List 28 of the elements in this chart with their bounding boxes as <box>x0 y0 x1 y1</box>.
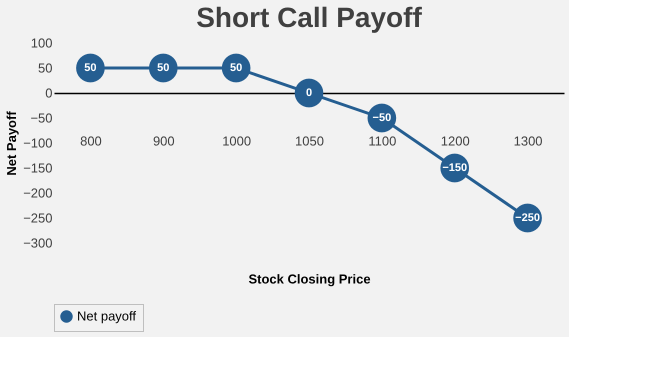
x-tick-label: 1000 <box>222 134 252 148</box>
y-tick-label: 50 <box>38 60 52 76</box>
y-tick-label: 0 <box>45 86 52 100</box>
x-tick-label: 900 <box>152 134 175 148</box>
chart-title: Short Call Payoff <box>196 2 422 33</box>
data-label: 50 <box>230 62 242 74</box>
y-tick-label: 100 <box>30 36 52 50</box>
y-tick-label: −300 <box>23 236 52 250</box>
x-tick-label: 1050 <box>295 134 324 148</box>
data-label: −50 <box>372 112 392 124</box>
x-tick-label: 800 <box>80 134 102 148</box>
data-label: 50 <box>84 62 97 74</box>
x-tick-label: 1100 <box>368 134 396 148</box>
x-tick-label: 1200 <box>440 134 470 148</box>
x-axis-title: Stock Closing Price <box>248 272 371 286</box>
y-tick-label: −50 <box>30 110 52 126</box>
y-tick-label: −150 <box>23 160 52 176</box>
y-tick-label: −100 <box>23 136 52 150</box>
y-tick-label: −200 <box>23 186 52 200</box>
data-label: 50 <box>157 62 170 74</box>
y-tick-label: −250 <box>23 210 52 226</box>
data-label: −150 <box>442 162 468 174</box>
data-label: −250 <box>515 212 540 224</box>
legend-label: Net payoff <box>77 308 136 324</box>
x-tick-label: 1300 <box>514 134 543 148</box>
point <box>294 78 324 108</box>
y-axis-title: Net Payoff <box>4 110 20 176</box>
data-label: 0 <box>306 87 312 99</box>
